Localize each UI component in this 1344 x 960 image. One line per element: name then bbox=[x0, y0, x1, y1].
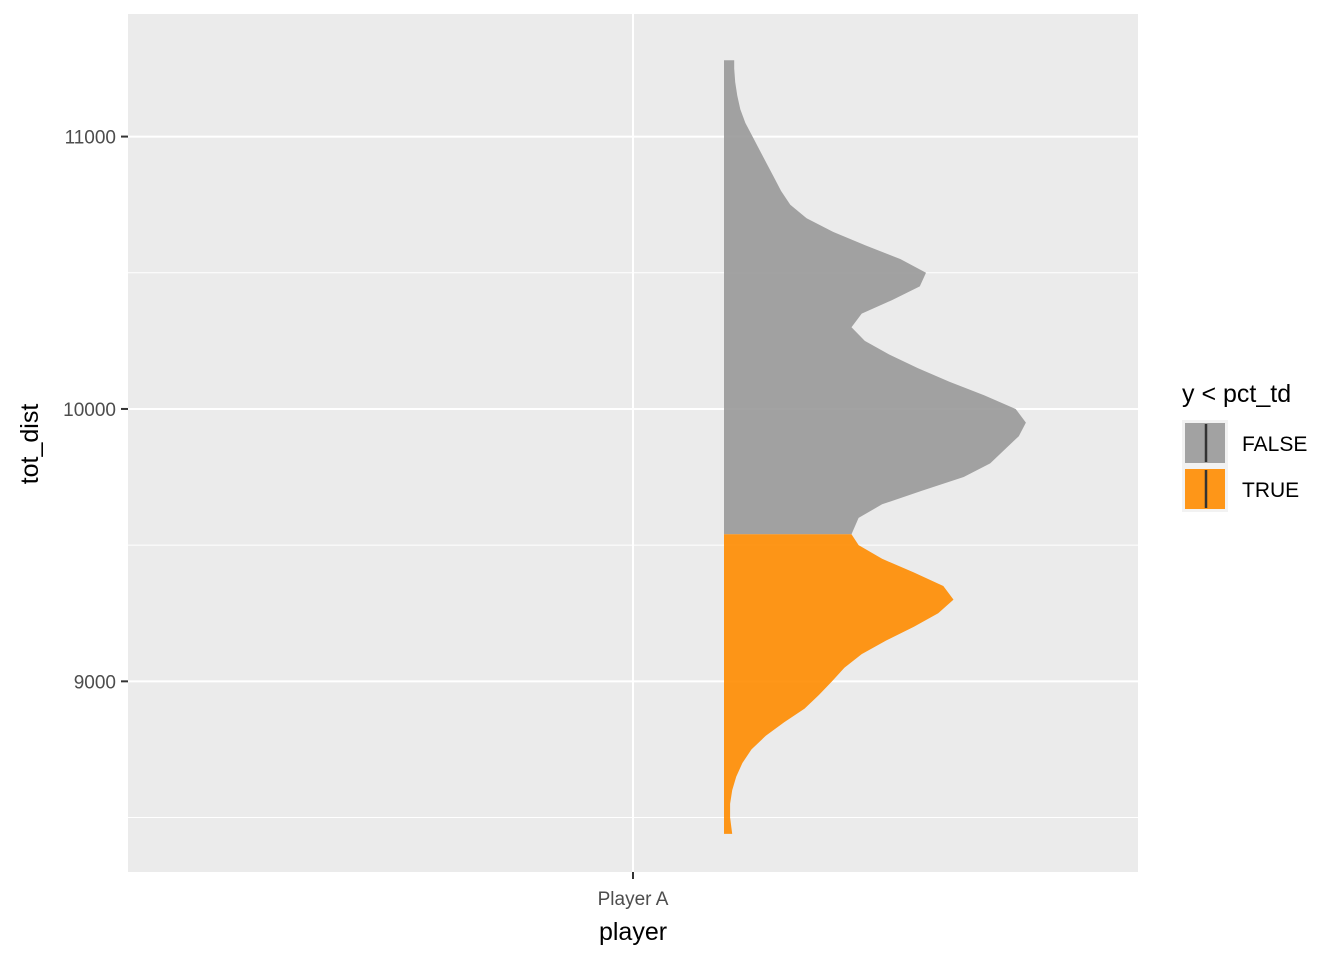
legend: y < pct_td FALSE TRUE bbox=[1182, 380, 1307, 512]
slab-true bbox=[724, 534, 954, 834]
legend-title: y < pct_td bbox=[1182, 380, 1291, 408]
y-tick-label: 11000 bbox=[65, 128, 116, 149]
x-tick-label: Player A bbox=[598, 889, 669, 910]
y-tick-label: 10000 bbox=[63, 400, 116, 421]
slab-layer bbox=[724, 60, 1026, 834]
legend-label: FALSE bbox=[1242, 433, 1307, 456]
y-axis-title: tot_dist bbox=[16, 404, 44, 485]
axis-layer: 9000 10000 11000 Player A bbox=[63, 128, 669, 910]
x-axis-title: player bbox=[599, 918, 667, 946]
legend-label: TRUE bbox=[1242, 479, 1299, 502]
grid-layer bbox=[128, 14, 1138, 872]
slab-false bbox=[724, 60, 1026, 535]
y-tick-label: 9000 bbox=[74, 672, 116, 693]
